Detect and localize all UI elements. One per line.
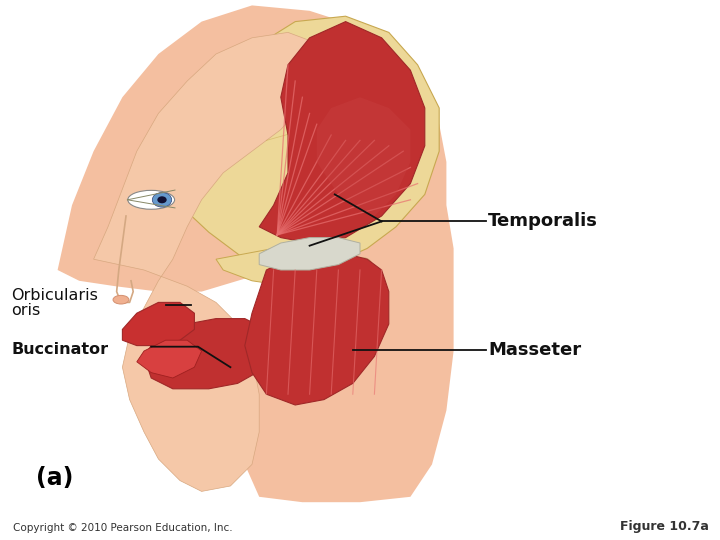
- Polygon shape: [144, 319, 274, 389]
- Text: Copyright © 2010 Pearson Education, Inc.: Copyright © 2010 Pearson Education, Inc.: [13, 523, 233, 533]
- Polygon shape: [94, 32, 324, 491]
- Polygon shape: [122, 302, 194, 346]
- Text: Temporalis: Temporalis: [488, 212, 598, 231]
- Text: Figure 10.7a: Figure 10.7a: [621, 520, 709, 533]
- Polygon shape: [137, 340, 202, 378]
- Polygon shape: [173, 16, 439, 270]
- Text: oris: oris: [12, 303, 41, 318]
- Polygon shape: [58, 5, 454, 502]
- Polygon shape: [259, 22, 425, 243]
- Ellipse shape: [157, 197, 167, 203]
- Polygon shape: [216, 248, 346, 286]
- Ellipse shape: [128, 190, 174, 209]
- Ellipse shape: [113, 295, 129, 304]
- Polygon shape: [245, 254, 389, 405]
- Text: (a): (a): [36, 466, 73, 490]
- Text: Buccinator: Buccinator: [12, 342, 109, 357]
- Polygon shape: [259, 238, 360, 270]
- Text: Orbicularis: Orbicularis: [12, 288, 99, 303]
- Ellipse shape: [152, 192, 172, 207]
- Text: Masseter: Masseter: [488, 341, 581, 359]
- Ellipse shape: [355, 258, 373, 276]
- Polygon shape: [317, 97, 410, 216]
